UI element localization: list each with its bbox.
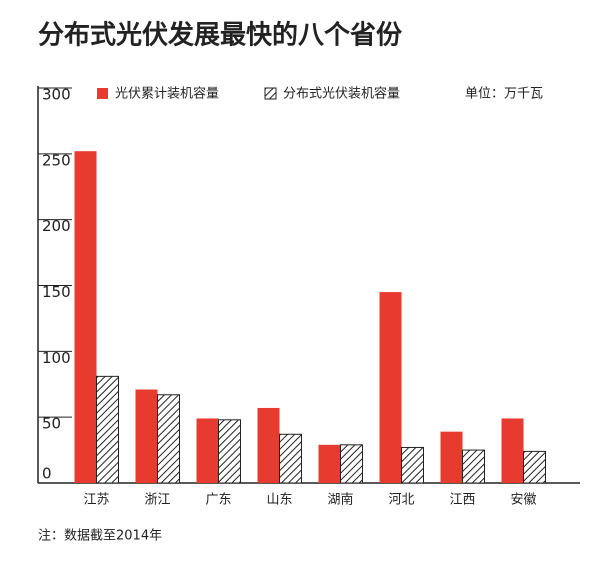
- bar: [523, 450, 546, 484]
- y-tick-label: 150: [42, 283, 71, 301]
- x-tick-label: 山东: [266, 493, 292, 508]
- x-tick-label: 江苏: [83, 492, 109, 508]
- legend-label: 分布式光伏装机容量: [283, 86, 400, 102]
- bar: [401, 446, 424, 484]
- bar: [157, 394, 180, 484]
- note: 注：数据截至2014年: [38, 529, 162, 544]
- bar: [218, 419, 241, 484]
- legend-swatch: [97, 88, 108, 99]
- x-tick-label: 广东: [205, 493, 231, 508]
- bar: [340, 444, 363, 484]
- bar: [501, 418, 524, 483]
- y-tick-label: 250: [42, 151, 71, 169]
- y-tick-label: 300: [42, 86, 71, 104]
- x-tick-label: 安徽: [510, 493, 536, 508]
- bar: [462, 449, 485, 484]
- x-tick-label: 江西: [449, 493, 475, 508]
- unit-label: 单位：万千瓦: [465, 87, 543, 102]
- legend-label: 光伏累计装机容量: [115, 86, 219, 102]
- legend-swatch: [264, 87, 277, 100]
- chart-title: 分布式光伏发展最快的八个省份: [38, 20, 402, 51]
- bar: [96, 375, 119, 484]
- bar: [257, 407, 280, 483]
- y-tick-label: 50: [42, 415, 61, 433]
- y-tick-label: 0: [42, 465, 52, 483]
- bar: [135, 389, 158, 483]
- x-tick-label: 浙江: [144, 493, 170, 508]
- y-tick-label: 200: [42, 217, 71, 235]
- bar: [440, 431, 463, 483]
- y-tick-label: 100: [42, 349, 71, 367]
- x-tick-label: 湖南: [327, 492, 353, 508]
- bar: [74, 151, 97, 483]
- bar: [379, 292, 402, 483]
- bar: [279, 433, 302, 484]
- bar: [196, 418, 219, 483]
- x-tick-label: 河北: [388, 493, 414, 508]
- bar: [318, 444, 341, 483]
